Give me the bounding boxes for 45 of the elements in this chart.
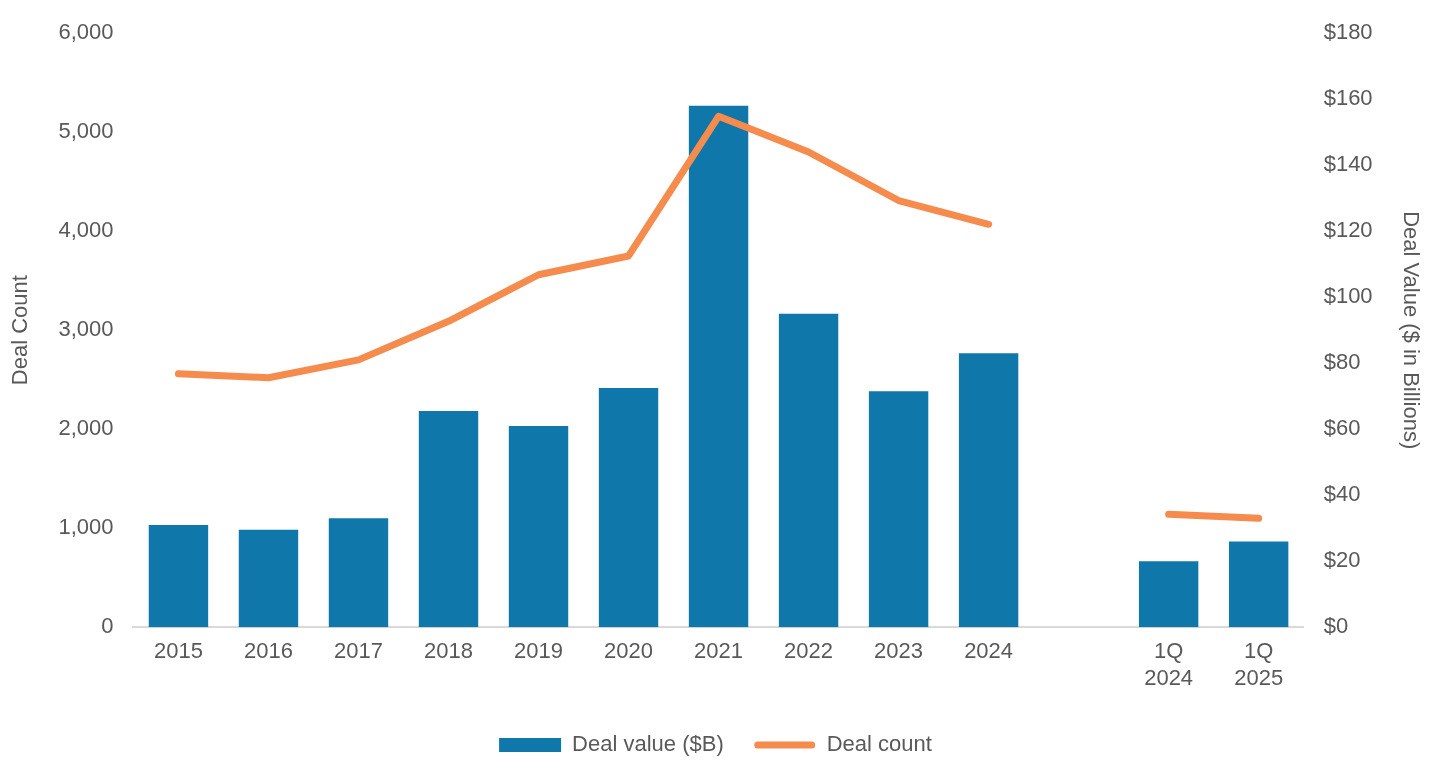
x-tick-label: 1Q 2025	[1234, 638, 1284, 690]
y2-tick-label: $80	[1323, 349, 1361, 375]
y2-tick-label: $180	[1323, 19, 1373, 45]
x-tick-label: 2024	[964, 638, 1014, 664]
y2-axis-title: Deal Value ($ in Billions)	[1398, 211, 1424, 450]
y2-tick-label: $60	[1323, 415, 1361, 441]
bar	[958, 353, 1019, 628]
x-tick-label: 2016	[244, 638, 293, 664]
bar	[598, 387, 659, 628]
y-tick-label: 3,000	[58, 316, 114, 342]
legend-label: Deal value ($B)	[572, 731, 724, 757]
y-tick-label: 0	[101, 613, 114, 639]
bar	[1138, 561, 1199, 628]
y2-tick-label: $40	[1323, 481, 1361, 507]
bar	[238, 529, 299, 628]
x-tick-label: 2023	[874, 638, 924, 664]
bar	[868, 391, 929, 628]
x-tick-label: 2022	[784, 638, 834, 664]
legend-label: Deal count	[826, 731, 932, 757]
x-tick-label: 1Q 2024	[1144, 638, 1194, 690]
y2-tick-label: $0	[1323, 613, 1349, 639]
bar	[778, 313, 839, 628]
bar	[328, 518, 389, 628]
y-tick-label: 6,000	[58, 19, 114, 45]
y2-tick-label: $140	[1323, 151, 1373, 177]
y2-tick-label: $160	[1323, 85, 1373, 111]
bar	[688, 105, 749, 628]
y-axis-title: Deal Count	[7, 275, 33, 386]
y-tick-label: 4,000	[58, 217, 114, 243]
y2-tick-label: $100	[1323, 283, 1373, 309]
bar	[418, 411, 479, 628]
y-tick-label: 2,000	[58, 415, 114, 441]
bar	[148, 524, 209, 628]
bar	[508, 425, 569, 628]
x-tick-label: 2018	[424, 638, 473, 664]
x-tick-label: 2017	[334, 638, 383, 664]
x-tick-label: 2015	[153, 638, 203, 664]
x-tick-label: 2019	[514, 638, 563, 664]
y2-tick-label: $120	[1323, 217, 1373, 243]
x-tick-label: 2021	[694, 638, 744, 664]
y-tick-label: 5,000	[58, 118, 114, 144]
x-tick-label: 2020	[604, 638, 654, 664]
y-tick-label: 1,000	[58, 514, 114, 540]
bar	[1228, 541, 1289, 628]
y2-tick-label: $20	[1323, 547, 1361, 573]
